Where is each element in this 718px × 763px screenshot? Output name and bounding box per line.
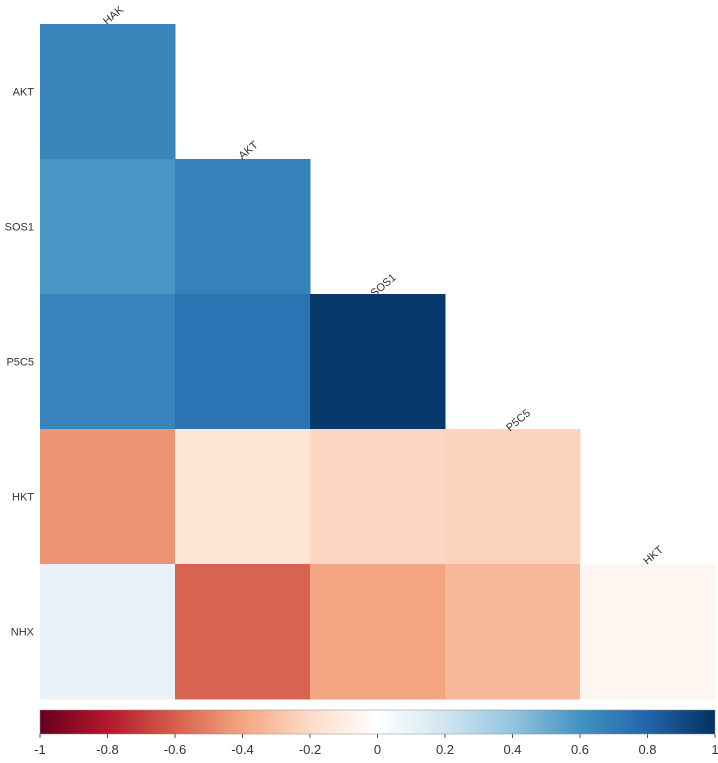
colorbar-tick-label: 0.8 bbox=[638, 742, 656, 757]
heatmap-cell bbox=[310, 294, 446, 430]
heatmap-cell bbox=[445, 564, 581, 700]
colorbar-tick-label: -0.2 bbox=[299, 742, 321, 757]
column-label: AKT bbox=[237, 139, 261, 162]
colorbar-tick-label: -0.4 bbox=[231, 742, 253, 757]
column-label: HKT bbox=[641, 544, 666, 568]
heatmap-cell bbox=[310, 564, 446, 700]
colorbar-tick-label: 0.4 bbox=[503, 742, 521, 757]
column-label: HAK bbox=[101, 3, 127, 27]
heatmap-cell bbox=[310, 429, 446, 565]
heatmap-cell bbox=[580, 564, 716, 700]
colorbar-tick-label: -0.8 bbox=[96, 742, 118, 757]
heatmap-cell bbox=[175, 159, 311, 295]
heatmap-cells bbox=[40, 24, 716, 700]
heatmap-cell bbox=[175, 294, 311, 430]
row-label: AKT bbox=[13, 87, 35, 99]
colorbar-tick-label: 0 bbox=[374, 742, 381, 757]
row-labels: AKT SOS1 P5C5 HKT NHX bbox=[5, 87, 35, 639]
colorbar-tick-label: 0.6 bbox=[571, 742, 589, 757]
heatmap-cell bbox=[445, 429, 581, 565]
heatmap-cell bbox=[40, 24, 176, 160]
row-label: SOS1 bbox=[5, 222, 34, 234]
colorbar bbox=[39, 709, 716, 735]
row-label: HKT bbox=[12, 492, 34, 504]
colorbar-ticks: -1 -0.8 -0.6 -0.4 -0.2 0 0.2 0.4 0.6 0.8 1 bbox=[34, 734, 718, 757]
colorbar-tick-label: 0.2 bbox=[436, 742, 454, 757]
heatmap-cell bbox=[40, 429, 176, 565]
colorbar-tick-label: -1 bbox=[34, 742, 46, 757]
colorbar-gradient bbox=[39, 709, 716, 735]
heatmap-cell bbox=[175, 429, 311, 565]
row-label: P5C5 bbox=[6, 357, 34, 369]
colorbar-tick-label: 1 bbox=[711, 742, 718, 757]
heatmap-cell bbox=[40, 159, 176, 295]
heatmap-cell bbox=[40, 294, 176, 430]
colorbar-tick-label: -0.6 bbox=[164, 742, 186, 757]
row-label: NHX bbox=[11, 627, 35, 639]
heatmap-cell bbox=[175, 564, 311, 700]
heatmap-cell bbox=[40, 564, 176, 700]
